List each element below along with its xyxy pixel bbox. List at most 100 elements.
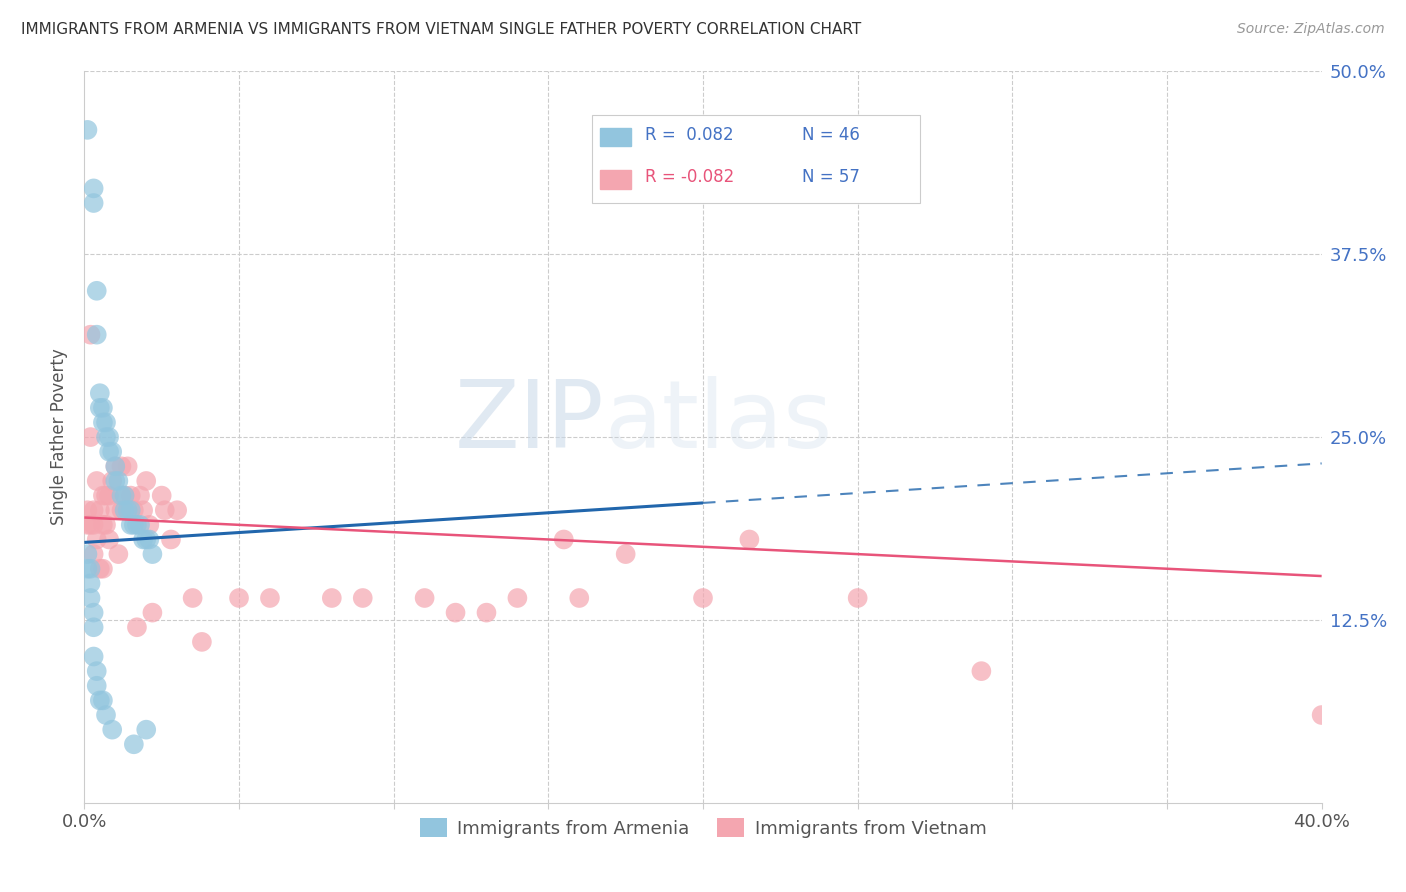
Point xyxy=(122,737,145,751)
Point xyxy=(614,547,637,561)
Point xyxy=(120,517,142,532)
Point xyxy=(91,401,114,415)
Point xyxy=(79,327,101,342)
Point xyxy=(129,489,152,503)
Point xyxy=(153,503,176,517)
Bar xyxy=(600,128,631,146)
Point xyxy=(86,327,108,342)
Point xyxy=(166,503,188,517)
Point xyxy=(107,547,129,561)
Point xyxy=(86,664,108,678)
Point xyxy=(117,503,139,517)
Text: N = 57: N = 57 xyxy=(801,169,860,186)
Text: N = 46: N = 46 xyxy=(801,126,860,144)
Point xyxy=(83,196,105,211)
Point xyxy=(120,489,142,503)
Text: atlas: atlas xyxy=(605,376,832,468)
Point xyxy=(259,591,281,605)
Point xyxy=(89,693,111,707)
Point xyxy=(1310,708,1333,723)
Text: ZIP: ZIP xyxy=(454,376,605,468)
Point xyxy=(846,591,869,605)
Point xyxy=(141,606,163,620)
Point xyxy=(553,533,575,547)
Point xyxy=(692,591,714,605)
Point xyxy=(122,517,145,532)
Point xyxy=(89,562,111,576)
Point xyxy=(120,503,142,517)
Text: IMMIGRANTS FROM ARMENIA VS IMMIGRANTS FROM VIETNAM SINGLE FATHER POVERTY CORRELA: IMMIGRANTS FROM ARMENIA VS IMMIGRANTS FR… xyxy=(21,22,862,37)
Point xyxy=(122,503,145,517)
Point xyxy=(76,547,98,561)
Point xyxy=(138,517,160,532)
Point xyxy=(94,708,117,723)
Point xyxy=(135,723,157,737)
Point xyxy=(89,386,111,401)
Point xyxy=(125,517,148,532)
Point xyxy=(79,430,101,444)
Point xyxy=(107,474,129,488)
Point xyxy=(738,533,761,547)
Point xyxy=(444,606,467,620)
Text: R =  0.082: R = 0.082 xyxy=(645,126,734,144)
Point xyxy=(150,489,173,503)
Point xyxy=(135,533,157,547)
Point xyxy=(91,693,114,707)
Point xyxy=(86,533,108,547)
FancyBboxPatch shape xyxy=(592,115,920,203)
Point xyxy=(91,562,114,576)
Point xyxy=(89,503,111,517)
Point xyxy=(76,123,98,137)
Point xyxy=(104,474,127,488)
Point xyxy=(79,591,101,605)
Point xyxy=(98,533,121,547)
Point xyxy=(86,474,108,488)
Point xyxy=(104,459,127,474)
Point xyxy=(91,416,114,430)
Point xyxy=(91,489,114,503)
Point xyxy=(83,606,105,620)
Point xyxy=(89,401,111,415)
Point xyxy=(83,503,105,517)
Point xyxy=(86,679,108,693)
Point xyxy=(98,430,121,444)
Point xyxy=(104,503,127,517)
Point xyxy=(160,533,183,547)
Point xyxy=(101,723,124,737)
Point xyxy=(110,489,132,503)
Point xyxy=(132,533,155,547)
Point xyxy=(83,181,105,195)
Point xyxy=(132,503,155,517)
Point xyxy=(352,591,374,605)
Point xyxy=(83,620,105,634)
Point xyxy=(970,664,993,678)
Point xyxy=(91,517,114,532)
Point xyxy=(83,517,105,532)
Point xyxy=(506,591,529,605)
Point xyxy=(125,620,148,634)
Point xyxy=(94,489,117,503)
Bar xyxy=(600,170,631,189)
Point xyxy=(117,459,139,474)
Point xyxy=(110,503,132,517)
Point xyxy=(413,591,436,605)
Point xyxy=(98,444,121,458)
Point xyxy=(181,591,204,605)
Point xyxy=(98,489,121,503)
Point xyxy=(79,517,101,532)
Point xyxy=(228,591,250,605)
Point xyxy=(475,606,498,620)
Point xyxy=(94,517,117,532)
Text: Source: ZipAtlas.com: Source: ZipAtlas.com xyxy=(1237,22,1385,37)
Point xyxy=(129,517,152,532)
Point xyxy=(135,474,157,488)
Legend: Immigrants from Armenia, Immigrants from Vietnam: Immigrants from Armenia, Immigrants from… xyxy=(412,811,994,845)
Point xyxy=(101,474,124,488)
Point xyxy=(101,444,124,458)
Point xyxy=(83,547,105,561)
Y-axis label: Single Father Poverty: Single Father Poverty xyxy=(51,349,69,525)
Point xyxy=(321,591,343,605)
Point xyxy=(94,416,117,430)
Point xyxy=(76,503,98,517)
Point xyxy=(79,576,101,591)
